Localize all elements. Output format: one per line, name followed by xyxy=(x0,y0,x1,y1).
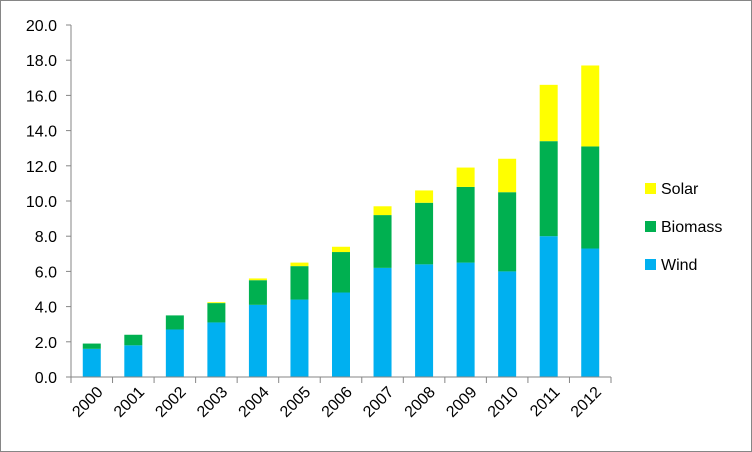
x-tick-label: 2007 xyxy=(360,384,397,421)
bar-biomass-2002 xyxy=(165,315,184,330)
bar-wind-2005 xyxy=(290,299,309,377)
x-tick-label: 2000 xyxy=(69,384,106,421)
bar-biomass-2000 xyxy=(82,343,101,349)
legend-swatch-biomass xyxy=(645,221,656,232)
bar-biomass-2011 xyxy=(539,141,558,237)
bar-biomass-2005 xyxy=(290,266,309,300)
bar-wind-2011 xyxy=(539,236,558,377)
bar-biomass-2006 xyxy=(332,252,350,293)
bar-biomass-2003 xyxy=(207,303,226,323)
bar-solar-2005 xyxy=(290,262,309,267)
y-tick-label: 6.0 xyxy=(35,264,57,281)
y-tick-label: 4.0 xyxy=(35,300,57,317)
bar-solar-2008 xyxy=(415,190,434,203)
bar-solar-2012 xyxy=(581,65,600,147)
bar-wind-2004 xyxy=(248,304,267,377)
y-tick-label: 0.0 xyxy=(35,370,57,387)
axes-layer: 0.0 2.0 4.0 6.0 8.0 10.0 12.0 14.0 16.0 18.0 20.0 2… xyxy=(26,18,612,421)
bar-wind-2000 xyxy=(82,348,101,377)
bar-solar-2011 xyxy=(539,84,558,142)
legend-label-wind: Wind xyxy=(661,257,697,274)
y-tick-label: 14.0 xyxy=(26,124,57,141)
y-tick-label: 8.0 xyxy=(35,229,57,246)
x-tick-label: 2001 xyxy=(111,384,148,421)
bars-layer xyxy=(82,65,600,377)
bar-wind-2006 xyxy=(332,292,350,377)
x-tick-label: 2003 xyxy=(194,384,231,421)
x-tick-label: 2011 xyxy=(527,384,563,420)
bar-biomass-2001 xyxy=(124,334,143,346)
y-tick-label: 2.0 xyxy=(35,335,57,352)
bar-wind-2010 xyxy=(498,271,517,377)
bar-solar-2003 xyxy=(207,302,226,304)
legend-label-solar: Solar xyxy=(661,181,699,198)
bar-wind-2008 xyxy=(415,264,434,377)
bar-biomass-2004 xyxy=(248,280,267,305)
bar-wind-2007 xyxy=(373,267,392,377)
legend-label-biomass: Biomass xyxy=(661,219,722,236)
x-tick-label: 2002 xyxy=(152,384,189,421)
y-tick-label: 12.0 xyxy=(26,159,57,176)
bar-biomass-2008 xyxy=(415,202,434,265)
bar-solar-2007 xyxy=(373,206,392,216)
legend-swatch-solar xyxy=(645,183,656,194)
bar-solar-2006 xyxy=(332,246,350,253)
bar-biomass-2009 xyxy=(456,186,475,263)
bar-biomass-2007 xyxy=(373,215,392,268)
bar-solar-2009 xyxy=(456,167,475,187)
y-tick-label: 16.0 xyxy=(26,88,57,105)
y-tick-label: 18.0 xyxy=(26,53,57,70)
x-tick-label: 2004 xyxy=(236,384,273,421)
x-tick-label: 2009 xyxy=(443,384,480,421)
bar-wind-2003 xyxy=(207,322,226,377)
x-tick-label: 2006 xyxy=(319,384,356,421)
bar-biomass-2012 xyxy=(581,146,600,249)
bar-wind-2009 xyxy=(456,262,475,377)
bar-wind-2002 xyxy=(165,329,184,377)
legend-swatch-wind xyxy=(645,259,656,270)
y-tick-label: 20.0 xyxy=(26,18,57,35)
bar-solar-2004 xyxy=(248,278,267,281)
bar-solar-2010 xyxy=(498,158,517,193)
x-tick-label: 2010 xyxy=(485,384,522,421)
x-tick-label: 2008 xyxy=(402,384,439,421)
y-tick-label: 10.0 xyxy=(26,194,57,211)
bar-biomass-2010 xyxy=(498,192,517,272)
x-tick-label: 2012 xyxy=(568,384,605,421)
bar-wind-2001 xyxy=(124,345,143,377)
legend: Solar Biomass Wind xyxy=(645,181,722,274)
bar-wind-2012 xyxy=(581,248,600,377)
x-tick-label: 2005 xyxy=(277,384,314,421)
